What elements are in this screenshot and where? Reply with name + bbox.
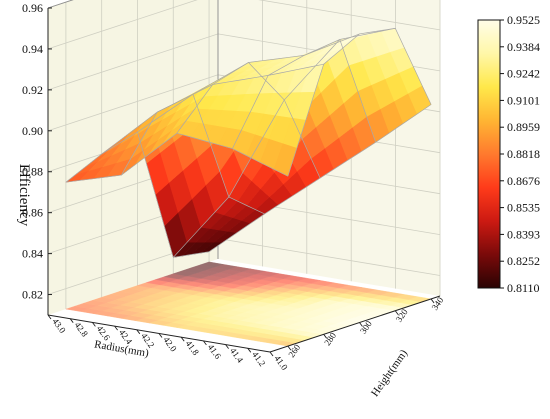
colorbar: 0.9525 0.9384 0.9242 0.9101 0.8959 0.8818 0.86… [477, 13, 540, 295]
radius-tick-mark [92, 322, 96, 327]
radius-tick-mark [269, 351, 274, 357]
mesh-line [137, 33, 360, 133]
height-tick-mark [359, 322, 363, 327]
radius-tick-label: 41.0 [272, 353, 290, 372]
z-gridline [47, 0, 441, 50]
radius-tick-label: 41.2 [250, 350, 267, 369]
colorbar-tick-label: 0.8110 [507, 281, 540, 295]
z-tick-label: 0.86 [22, 206, 43, 220]
z-tick-label: 0.90 [22, 124, 43, 138]
radius-tick-label: 42.8 [73, 320, 91, 339]
colorbar-tick-label: 0.8393 [507, 227, 540, 241]
z-tick-label: 0.88 [22, 165, 43, 179]
height-tick-mark [323, 334, 328, 339]
radius-axis-title: Radius(mm) [93, 338, 150, 359]
radius-tick-mark [158, 333, 163, 338]
radius-tick-mark [225, 344, 229, 349]
height-tick-mark [394, 310, 399, 316]
colorbar-tick-label: 0.9525 [507, 13, 540, 27]
colorbar-tick-label: 0.8676 [507, 174, 540, 188]
colorbar-bar [477, 19, 501, 289]
colorbar-tick-label: 0.8959 [507, 120, 540, 134]
radius-tick-mark [47, 314, 52, 320]
colorbar-tick-label: 0.8818 [507, 147, 540, 161]
z-tick-label: 0.96 [22, 1, 43, 15]
height-axis-line [269, 295, 441, 353]
radius-tick-label: 42.0 [161, 335, 179, 354]
radius-tick-mark [114, 325, 118, 331]
colorbar-tick-label: 0.9384 [507, 40, 540, 54]
mesh-line [101, 63, 324, 155]
height-tick-mark [287, 345, 292, 351]
radius-tick-mark [180, 336, 185, 342]
z-tick-label: 0.92 [22, 83, 43, 97]
z-tick-label: 0.82 [22, 288, 43, 302]
height-tick-mark [430, 298, 435, 304]
radius-tick-mark [247, 348, 252, 353]
z-axis-title: Efficiency [16, 164, 32, 227]
height-axis-title: Height(mm) [369, 347, 410, 399]
mesh-line [173, 27, 396, 258]
radius-tick-label: 41.6 [206, 342, 224, 361]
z-tick-label: 0.84 [22, 247, 43, 261]
surface-mesh [65, 27, 432, 258]
radius-tick-label: 41.8 [184, 338, 202, 357]
height-tick-label: 340 [430, 295, 446, 312]
z-tick-label: 0.94 [22, 42, 43, 56]
colorbar-tick-label: 0.9242 [507, 67, 540, 81]
radius-tick-mark [136, 329, 141, 335]
colorbar-tick-label: 0.9101 [507, 93, 540, 107]
floor-cell [200, 261, 223, 268]
radius-tick-mark [203, 340, 207, 346]
colorbar-tick-label: 0.8535 [507, 201, 540, 215]
radius-tick-label: 43.0 [50, 316, 68, 335]
mesh-line [208, 104, 432, 252]
radius-tick-mark [69, 318, 74, 323]
radius-tick-label: 41.4 [228, 346, 246, 365]
colorbar-tick-label: 0.8252 [507, 254, 540, 268]
